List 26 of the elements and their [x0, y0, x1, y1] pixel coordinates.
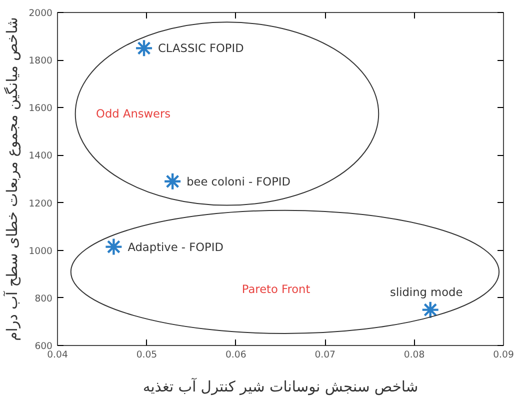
annotation: CLASSIC FOPID: [158, 41, 244, 56]
y-tick-label: 800: [34, 293, 53, 304]
annotation: Odd Answers: [96, 106, 171, 121]
point: [104, 238, 123, 256]
annotation: sliding mode: [390, 284, 463, 299]
y-tick-label: 1400: [28, 150, 53, 162]
y-tick-label: 1200: [28, 198, 53, 210]
annotation: Adaptive - FOPID: [128, 240, 224, 254]
y-tick-label: 600: [34, 341, 53, 352]
x-tick-label: 0.04: [47, 350, 68, 360]
annotation: Pareto Front: [242, 282, 311, 296]
y-tick-label: 1600: [28, 103, 53, 114]
x-axis-title: شاخص سنجش نوسانات شیر کنترل آب تغذیه: [142, 378, 418, 396]
y-tick-label: 1800: [28, 56, 53, 67]
point: [163, 172, 182, 190]
x-tick-label: 0.07: [314, 350, 336, 360]
x-tick-label: 0.05: [136, 350, 158, 360]
x-tick-label: 0.09: [493, 350, 514, 360]
y-axis-title: شاخص میانگین مجموع مربعات خطای سطح آب درام: [2, 17, 21, 341]
annotation: bee coloni - FOPID: [186, 174, 291, 188]
y-tick-label: 1000: [28, 246, 53, 257]
y-tick-label: 2000: [28, 8, 53, 19]
x-tick-label: 0.08: [404, 350, 425, 360]
x-tick-label: 0.06: [226, 350, 246, 360]
point: [134, 39, 154, 58]
point: [421, 300, 440, 319]
